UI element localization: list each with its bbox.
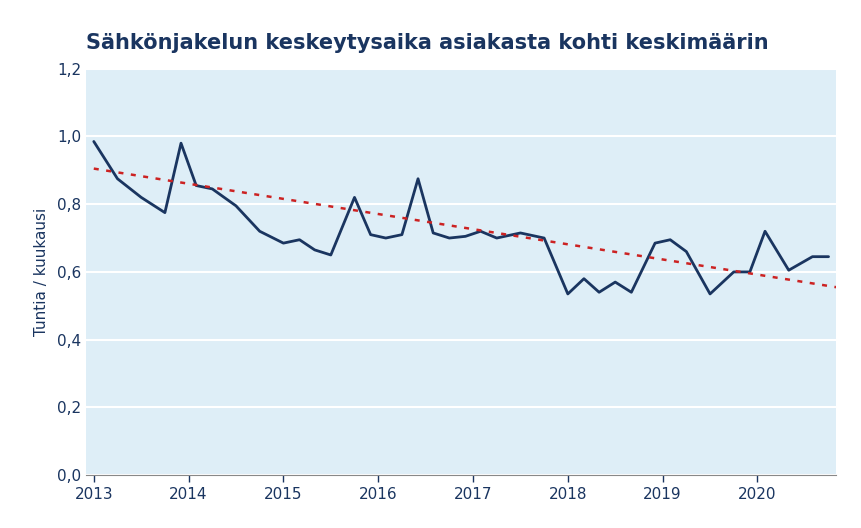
Y-axis label: Tuntia / kuukausi: Tuntia / kuukausi	[34, 208, 49, 336]
Text: Sähkönjakelun keskeytysaika asiakasta kohti keskimäärin: Sähkönjakelun keskeytysaika asiakasta ko…	[86, 33, 768, 53]
